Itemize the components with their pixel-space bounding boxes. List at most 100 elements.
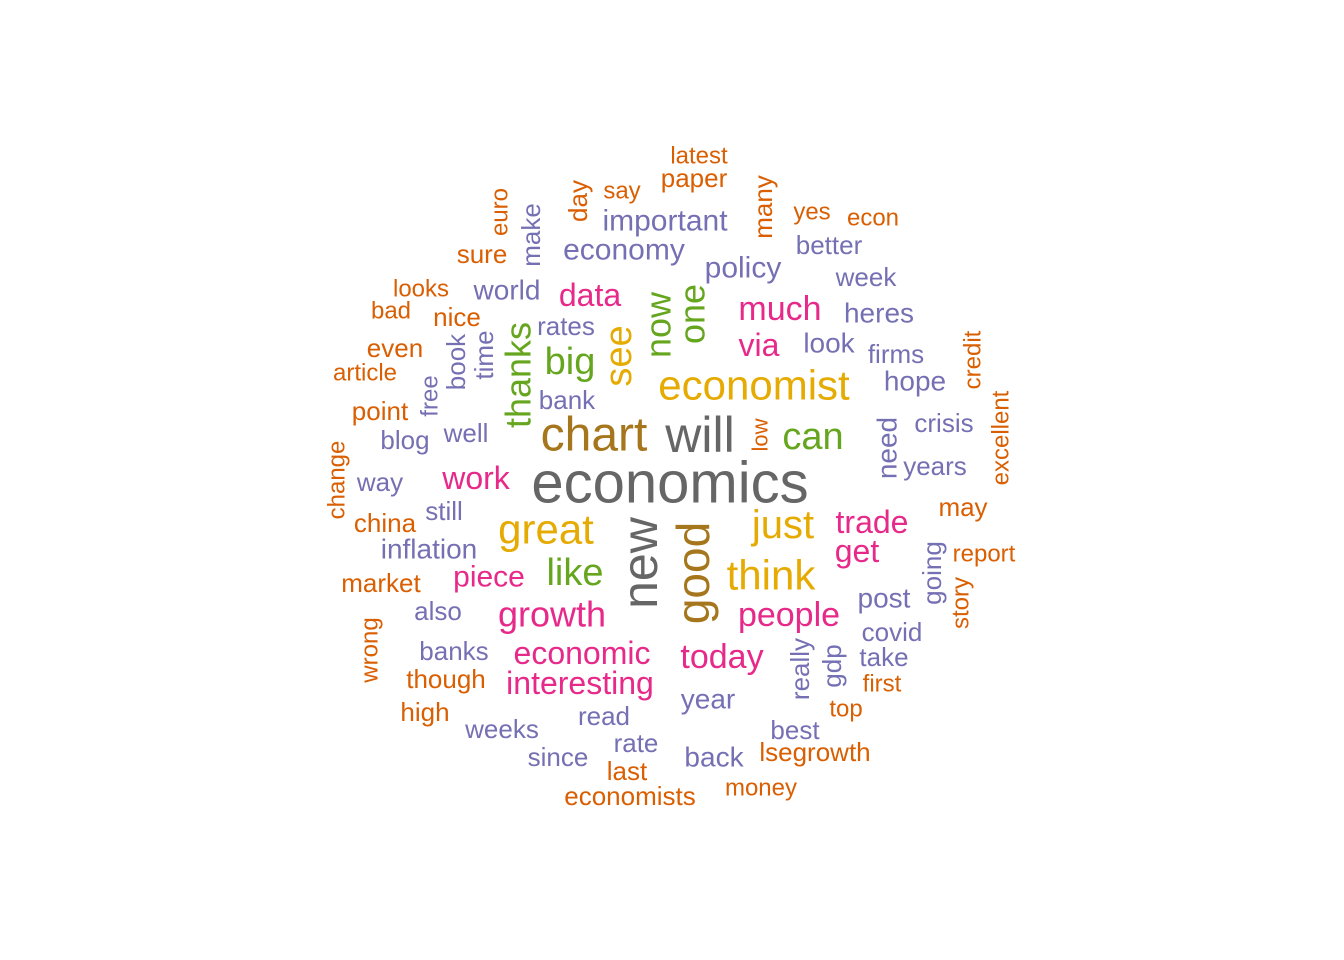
word-market: market (341, 568, 421, 598)
word-top: top (829, 696, 862, 723)
word-story: story (948, 577, 975, 629)
word-banks: banks (419, 636, 488, 666)
word-covid: covid (862, 617, 923, 647)
word-change: change (324, 441, 351, 520)
word-economists: economists (564, 781, 696, 811)
word-read: read (578, 701, 630, 731)
word-make: make (516, 203, 546, 267)
word-still: still (425, 496, 463, 526)
word-money: money (725, 775, 797, 802)
word-rates: rates (537, 311, 595, 341)
word-gdp: gdp (817, 644, 847, 687)
word-new: new (612, 516, 668, 609)
word-latest: latest (670, 143, 728, 170)
word-heres: heres (844, 298, 914, 329)
word-inflation: inflation (381, 534, 478, 565)
word-take: take (859, 642, 908, 672)
word-going: going (917, 541, 947, 605)
word-yes: yes (793, 199, 830, 226)
word-trade: trade (836, 504, 909, 540)
word-think: think (727, 552, 817, 599)
word-bad: bad (371, 298, 411, 325)
word-free: free (417, 375, 444, 416)
word-policy: policy (705, 252, 782, 285)
word-book: book (441, 333, 471, 390)
word-lsegrowth: lsegrowth (759, 737, 870, 767)
word-sure: sure (457, 239, 508, 269)
word-excellent: excellent (988, 390, 1015, 485)
word-economics: economics (531, 451, 808, 516)
word-year: year (681, 684, 735, 715)
word-china: china (354, 508, 417, 538)
word-good: good (667, 522, 719, 624)
word-euro: euro (487, 188, 514, 236)
word-big: big (545, 341, 596, 383)
word-economy: economy (563, 234, 685, 267)
word-world: world (473, 275, 541, 306)
word-econ: econ (847, 205, 899, 232)
word-first: first (863, 671, 902, 698)
word-growth: growth (498, 594, 606, 635)
word-say: say (603, 178, 640, 205)
word-many: many (748, 175, 778, 239)
word-day: day (563, 180, 593, 222)
word-also: also (414, 596, 462, 626)
word-last: last (607, 756, 648, 786)
word-economic: economic (514, 635, 651, 671)
word-report: report (953, 541, 1016, 568)
word-since: since (528, 742, 589, 772)
word-hope: hope (884, 366, 946, 397)
word-well: well (443, 418, 489, 448)
word-today: today (680, 638, 763, 676)
word-wrong: wrong (357, 617, 384, 683)
word-nice: nice (433, 302, 481, 332)
word-economist: economist (658, 362, 850, 409)
word-now: now (638, 291, 679, 358)
word-firms: firms (868, 339, 924, 369)
word-credit: credit (960, 330, 987, 389)
word-weeks: weeks (464, 714, 539, 744)
word-post: post (858, 583, 911, 614)
word-crisis: crisis (914, 408, 973, 438)
word-paper: paper (661, 163, 728, 193)
word-important: important (602, 205, 728, 238)
word-may: may (938, 492, 987, 522)
word-interesting: interesting (506, 665, 654, 701)
word-via: via (739, 327, 780, 363)
word-better: better (796, 230, 863, 260)
word-can: can (782, 416, 843, 458)
word-week: week (835, 262, 898, 292)
word-thanks: thanks (498, 322, 539, 428)
word-point: point (352, 396, 409, 426)
word-get: get (835, 533, 880, 569)
word-looks: looks (393, 276, 449, 303)
word-time: time (469, 330, 499, 379)
word-years: years (903, 451, 967, 481)
word-though: though (406, 664, 486, 694)
word-like: like (546, 552, 603, 594)
word-article: article (333, 360, 397, 387)
word-low: low (748, 418, 773, 451)
word-will: will (664, 407, 734, 463)
word-work: work (441, 460, 511, 496)
word-chart: chart (541, 409, 648, 462)
word-great: great (498, 506, 594, 553)
word-one: one (672, 284, 713, 344)
word-much: much (738, 290, 821, 328)
word-look: look (803, 328, 855, 359)
word-blog: blog (380, 425, 429, 455)
word-way: way (356, 467, 403, 497)
word-see: see (598, 325, 640, 386)
word-piece: piece (453, 561, 525, 594)
word-people: people (738, 596, 840, 634)
word-high: high (400, 697, 449, 727)
word-back: back (684, 742, 744, 773)
word-data: data (559, 277, 621, 313)
word-just: just (751, 503, 814, 547)
word-rate: rate (614, 728, 659, 758)
word-really: really (785, 638, 815, 700)
word-need: need (872, 417, 903, 479)
word-best: best (770, 715, 820, 745)
word-bank: bank (539, 385, 596, 415)
